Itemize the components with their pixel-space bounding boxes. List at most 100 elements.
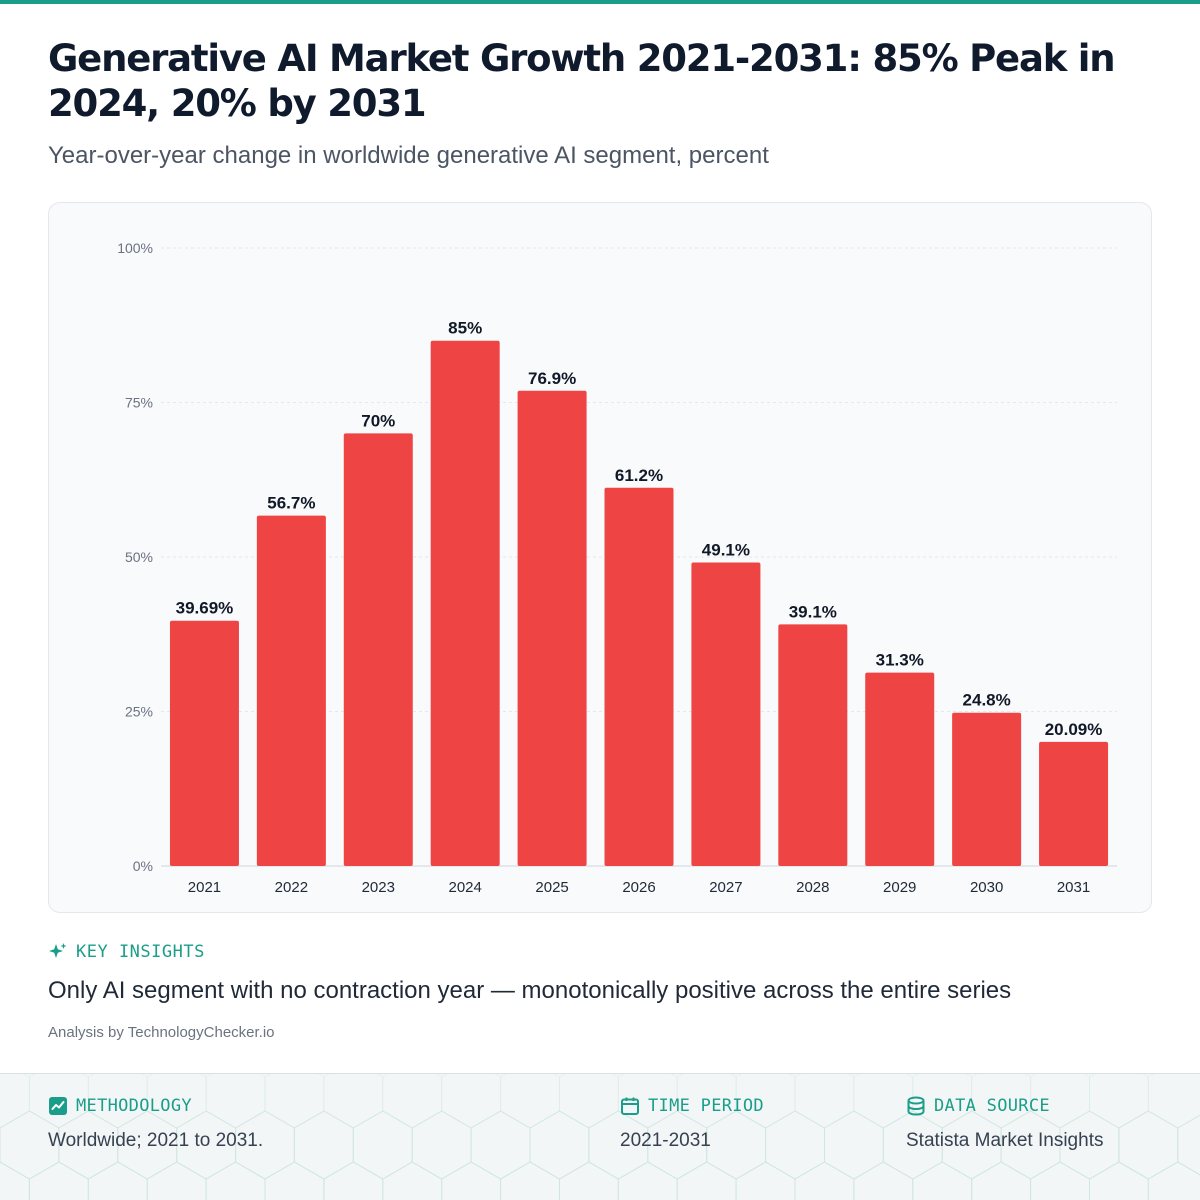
- hexagon-shape: [617, 1161, 678, 1200]
- data-label-2031: 20.09%: [1045, 720, 1103, 739]
- time-period-value: 2021-2031: [620, 1130, 711, 1151]
- hexagon-shape: [853, 1161, 914, 1200]
- data-source-label: DATA SOURCE: [934, 1096, 1050, 1116]
- bar-2030: [952, 712, 1022, 866]
- y-tick-label: 25%: [125, 704, 153, 720]
- hexagon-shape: [529, 1110, 590, 1180]
- hexagon-shape: [912, 1161, 973, 1200]
- methodology-label: METHODOLOGY: [76, 1096, 192, 1116]
- data-label-2027: 49.1%: [702, 541, 750, 560]
- hexagon-shape: [1147, 1161, 1200, 1200]
- hexagon-shape: [411, 1110, 472, 1180]
- x-tick-label: 2025: [535, 879, 568, 896]
- data-label-2028: 39.1%: [789, 602, 837, 621]
- bar-2021: [169, 620, 239, 866]
- hexagon-shape: [146, 1161, 207, 1200]
- chart-icon: [49, 1097, 67, 1115]
- bar-2025: [517, 390, 587, 866]
- footer-meta: METHODOLOGY Worldwide; 2021 to 2031. TIM…: [0, 1073, 1200, 1200]
- bar-2024: [430, 340, 500, 866]
- hexagon-shape: [971, 1161, 1032, 1200]
- hexagon-shape: [794, 1074, 855, 1129]
- data-source-block: DATA SOURCE Statista Market Insights: [906, 1096, 1103, 1152]
- hexagon-shape: [205, 1161, 266, 1200]
- bar-2023: [343, 433, 413, 866]
- hexagon-shape: [0, 1161, 30, 1200]
- hexagon-shape: [87, 1161, 148, 1200]
- calendar-icon: [621, 1097, 639, 1115]
- key-insight-text: Only AI segment with no contraction year…: [48, 977, 1012, 1004]
- y-axis-ticks: 0% 25% 50% 75% 100%: [117, 240, 153, 874]
- methodology-block: METHODOLOGY Worldwide; 2021 to 2031.: [48, 1096, 263, 1152]
- bar-2031: [1039, 741, 1109, 866]
- bars: [169, 340, 1109, 866]
- x-tick-label: 2024: [448, 879, 481, 896]
- hexagon-shape: [500, 1074, 560, 1129]
- hexagon-shape: [264, 1161, 325, 1200]
- hexagon-shape: [735, 1161, 796, 1200]
- bar-2028: [778, 624, 848, 866]
- data-label-2029: 31.3%: [876, 651, 924, 670]
- hexagon-shape: [293, 1110, 354, 1180]
- hexagon-shape: [441, 1161, 502, 1200]
- hexagon-shape: [382, 1161, 443, 1200]
- hexagon-shape: [559, 1161, 619, 1200]
- data-label-2022: 56.7%: [267, 494, 315, 513]
- hexagon-shape: [1118, 1110, 1179, 1180]
- x-tick-label: 2028: [796, 879, 829, 896]
- hexagon-shape: [794, 1161, 855, 1200]
- sparkle-icon: [49, 943, 67, 958]
- hexagon-shape: [352, 1110, 413, 1180]
- hexagon-shape: [559, 1074, 619, 1129]
- hexagon-pattern: [0, 1074, 1200, 1200]
- x-tick-label: 2023: [362, 879, 395, 896]
- hexagon-shape: [323, 1074, 384, 1129]
- x-tick-label: 2027: [709, 879, 742, 896]
- hexagon-shape: [28, 1161, 89, 1200]
- data-label-2026: 61.2%: [615, 466, 663, 485]
- x-tick-label: 2021: [188, 879, 221, 896]
- key-insights-label: KEY INSIGHTS: [76, 942, 205, 962]
- hexagon-shape: [500, 1161, 560, 1200]
- data-label-2025: 76.9%: [528, 369, 576, 388]
- data-label-2021: 39.69%: [176, 599, 234, 618]
- hexagon-shape: [470, 1110, 531, 1180]
- hexagon-shape: [1030, 1161, 1090, 1200]
- time-period-block: TIME PERIOD 2021-2031: [620, 1096, 764, 1152]
- chart-card: 0% 25% 50% 75% 100% 39.69% 56.7% 70% 85% 76.9% 61…: [48, 202, 1152, 913]
- x-tick-label: 2030: [970, 879, 1003, 896]
- hexagon-shape: [676, 1161, 737, 1200]
- x-axis-ticks: 2021 2022 2023 2024 2025 2026 2027 2028 2029 2030…: [188, 879, 1090, 896]
- methodology-value: Worldwide; 2021 to 2031.: [48, 1130, 264, 1151]
- top-accent-rule: [0, 0, 1200, 4]
- hexagon-shape: [382, 1074, 443, 1129]
- data-source-value: Statista Market Insights: [906, 1130, 1104, 1151]
- x-tick-label: 2031: [1057, 879, 1090, 896]
- time-period-label: TIME PERIOD: [648, 1096, 764, 1116]
- y-tick-label: 100%: [117, 240, 153, 256]
- y-tick-label: 0%: [133, 858, 153, 874]
- database-icon: [907, 1096, 925, 1116]
- y-tick-label: 50%: [125, 549, 153, 565]
- key-insights-header: KEY INSIGHTS: [48, 942, 205, 962]
- hexagon-shape: [853, 1074, 914, 1129]
- x-tick-label: 2029: [883, 879, 916, 896]
- data-label-2030: 24.8%: [963, 691, 1011, 710]
- bar-2026: [604, 487, 674, 866]
- page-subtitle: Year-over-year change in worldwide gener…: [48, 142, 769, 169]
- hexagon-shape: [441, 1074, 502, 1129]
- x-tick-label: 2022: [275, 879, 308, 896]
- analysis-credit: Analysis by TechnologyChecker.io: [48, 1024, 275, 1041]
- hexagon-shape: [824, 1110, 884, 1180]
- hexagon-shape: [1089, 1161, 1149, 1200]
- bar-2029: [865, 672, 935, 866]
- hexagon-shape: [323, 1161, 384, 1200]
- bar-chart: 0% 25% 50% 75% 100% 39.69% 56.7% 70% 85% 76.9% 61…: [117, 240, 1117, 896]
- page-title: Generative AI Market Growth 2021-2031: 8…: [48, 37, 1116, 125]
- data-labels: 39.69% 56.7% 70% 85% 76.9% 61.2% 49.1% 39.1% 31.…: [176, 319, 1103, 739]
- bar-2022: [256, 515, 326, 866]
- bar-2027: [691, 562, 761, 866]
- hexagon-shape: [765, 1110, 825, 1180]
- data-label-2023: 70%: [361, 411, 395, 430]
- data-label-2024: 85%: [448, 319, 482, 338]
